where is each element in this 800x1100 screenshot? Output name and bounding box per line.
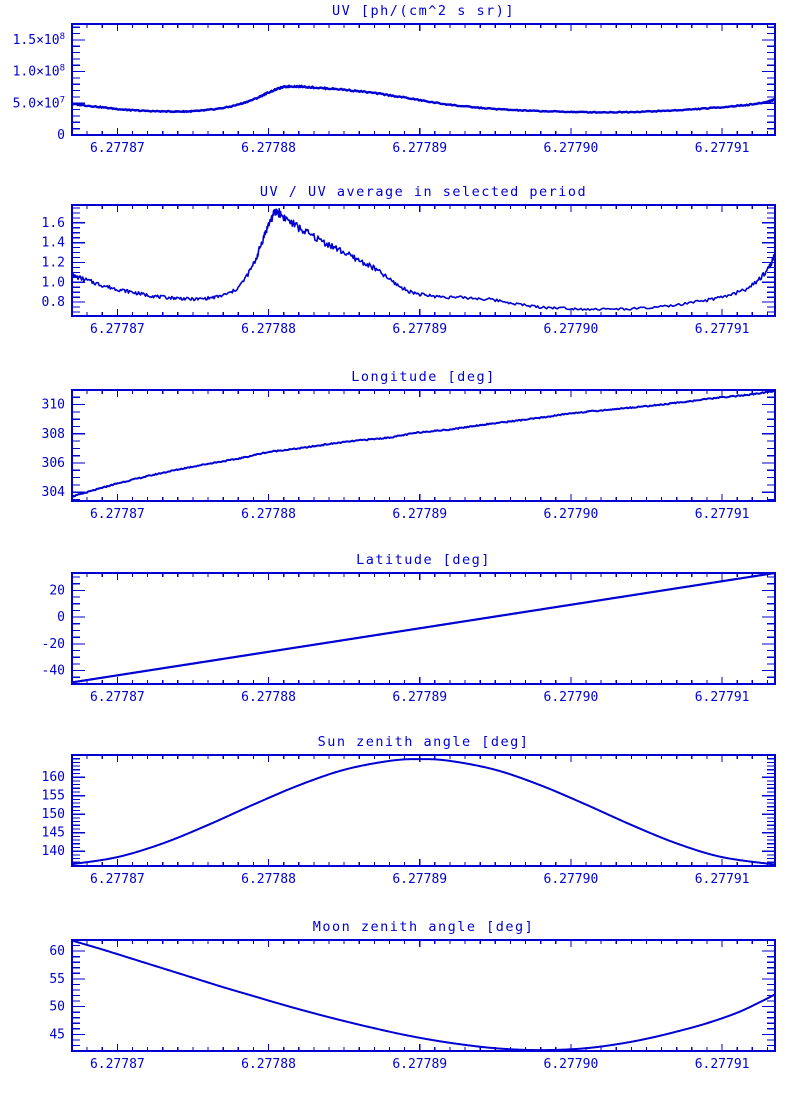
y-tick-label: 1.0×108 bbox=[13, 64, 65, 80]
y-tick-label: 1.4 bbox=[42, 236, 66, 251]
y-tick-label: 155 bbox=[42, 789, 65, 804]
x-tick-label: 6.27789 bbox=[392, 141, 447, 156]
y-tick-label: 5.0×107 bbox=[13, 95, 65, 111]
y-axis bbox=[72, 207, 775, 313]
x-tick-label: 6.27787 bbox=[90, 141, 145, 156]
chart-sun-zenith: Sun zenith angle [deg] 6.27787 6.27788 6.2… bbox=[0, 731, 800, 911]
plot-frame bbox=[71, 23, 776, 136]
chart-moon-zenith: Moon zenith angle [deg] 6.27787 6.27788 6.… bbox=[0, 916, 800, 1096]
x-tick-label: 6.27789 bbox=[392, 322, 447, 337]
x-tick-label: 6.27789 bbox=[392, 690, 447, 705]
y-tick-label: -20 bbox=[42, 637, 65, 652]
x-tick-label: 6.27791 bbox=[695, 872, 750, 887]
uv-plot-canvas: 6.27787 6.27788 6.27789 6.27790 6.27791 0 5.0×… bbox=[13, 23, 776, 156]
x-tick-label: 6.27787 bbox=[90, 507, 145, 522]
y-tick-label: -40 bbox=[42, 664, 65, 679]
x-tick-label: 6.27791 bbox=[695, 141, 750, 156]
x-tick-label: 6.27787 bbox=[90, 690, 145, 705]
y-tick-label: 45 bbox=[49, 1027, 65, 1042]
x-tick-label: 6.27787 bbox=[90, 1057, 145, 1072]
series-line-moon_zenith bbox=[72, 940, 775, 1051]
x-tick-label: 6.27787 bbox=[90, 872, 145, 887]
y-tick-label: 0 bbox=[57, 610, 65, 625]
x-tick-label: 6.27791 bbox=[695, 690, 750, 705]
y-axis bbox=[72, 389, 775, 501]
chart-uv-ratio: UV / UV average in selected period 6.277… bbox=[0, 181, 800, 361]
chart-title-uv: UV [ph/(cm^2 s sr)] bbox=[332, 3, 515, 19]
y-tick-label: 55 bbox=[49, 972, 65, 987]
chart-title-uv-ratio: UV / UV average in selected period bbox=[259, 184, 588, 200]
x-tick-label: 6.27790 bbox=[544, 872, 599, 887]
y-tick-label: 145 bbox=[42, 826, 65, 841]
chart-uv: UV [ph/(cm^2 s sr)] 6.27787 6.27788 6.2778… bbox=[0, 0, 800, 180]
y-tick-label: 1.2 bbox=[42, 255, 65, 270]
x-tick-label: 6.27790 bbox=[544, 1057, 599, 1072]
y-tick-label: 50 bbox=[49, 1000, 65, 1015]
x-tick-label: 6.27790 bbox=[544, 141, 599, 156]
x-tick-label: 6.27788 bbox=[241, 872, 296, 887]
plot-frame bbox=[71, 204, 776, 317]
x-axis bbox=[71, 24, 769, 135]
x-tick-label: 6.27789 bbox=[392, 872, 447, 887]
y-tick-label: 20 bbox=[49, 583, 65, 598]
y-axis bbox=[72, 576, 775, 685]
series-line-uv bbox=[72, 84, 775, 114]
x-axis bbox=[71, 390, 769, 501]
x-axis bbox=[71, 205, 769, 316]
chart-title-latitude: Latitude [deg] bbox=[356, 552, 491, 568]
series-line-sun_zenith bbox=[72, 758, 775, 866]
x-axis bbox=[71, 755, 769, 866]
x-axis bbox=[71, 940, 769, 1051]
y-tick-label: 0.8 bbox=[42, 295, 65, 310]
x-tick-label: 6.27789 bbox=[392, 1057, 447, 1072]
y-tick-label: 60 bbox=[49, 944, 65, 959]
series-line-latitude bbox=[72, 573, 775, 684]
chart-longitude: Longitude [deg] 6.27787 6.27788 6.27789 6.2… bbox=[0, 366, 800, 546]
y-tick-label: 1.5×108 bbox=[13, 32, 65, 48]
y-tick-label: 160 bbox=[42, 770, 65, 785]
x-tick-label: 6.27788 bbox=[241, 507, 296, 522]
chart-latitude: Latitude [deg] 6.27787 6.27788 6.27789 6.27… bbox=[0, 549, 800, 729]
y-tick-label: 310 bbox=[42, 398, 65, 413]
chart-title-sun-zenith: Sun zenith angle [deg] bbox=[317, 734, 530, 750]
x-tick-label: 6.27791 bbox=[695, 322, 750, 337]
y-tick-label: 150 bbox=[42, 807, 65, 822]
plot-frame bbox=[71, 389, 776, 502]
series-line-longitude bbox=[72, 390, 775, 499]
plot-frame bbox=[71, 754, 776, 867]
y-axis bbox=[72, 26, 775, 136]
y-tick-label: 1.6 bbox=[42, 216, 65, 231]
latitude-plot-canvas: 6.27787 6.27788 6.27789 6.27790 6.27791 -40 -2… bbox=[42, 572, 776, 705]
y-tick-label: 308 bbox=[42, 427, 65, 442]
x-tick-label: 6.27789 bbox=[392, 507, 447, 522]
y-tick-label: 140 bbox=[42, 844, 65, 859]
y-axis bbox=[72, 939, 775, 1052]
y-tick-label: 306 bbox=[42, 456, 65, 471]
x-tick-label: 6.27791 bbox=[695, 507, 750, 522]
x-tick-label: 6.27788 bbox=[241, 690, 296, 705]
x-tick-label: 6.27790 bbox=[544, 322, 599, 337]
x-tick-label: 6.27788 bbox=[241, 1057, 296, 1072]
chart-title-longitude: Longitude [deg] bbox=[351, 369, 496, 385]
x-tick-label: 6.27788 bbox=[241, 322, 296, 337]
y-axis bbox=[72, 754, 775, 867]
y-tick-label: 1.0 bbox=[42, 275, 65, 290]
sun-zenith-plot-canvas: 6.27787 6.27788 6.27789 6.27790 6.27791 140 14… bbox=[42, 754, 776, 887]
y-tick-label: 304 bbox=[42, 485, 66, 500]
series-line-uv_ratio bbox=[72, 207, 775, 311]
uv-ratio-plot-canvas: 6.27787 6.27788 6.27789 6.27790 6.27791 0.8 1.… bbox=[42, 204, 776, 337]
y-tick-label: 0 bbox=[57, 128, 65, 143]
x-tick-label: 6.27787 bbox=[90, 322, 145, 337]
x-tick-label: 6.27790 bbox=[544, 507, 599, 522]
moon-zenith-plot-canvas: 6.27787 6.27788 6.27789 6.27790 6.27791 45 50 5… bbox=[49, 939, 776, 1072]
chart-title-moon-zenith: Moon zenith angle [deg] bbox=[312, 919, 535, 935]
plot-frame bbox=[71, 572, 776, 685]
x-tick-label: 6.27791 bbox=[695, 1057, 750, 1072]
x-tick-label: 6.27790 bbox=[544, 690, 599, 705]
x-tick-label: 6.27788 bbox=[241, 141, 296, 156]
longitude-plot-canvas: 6.27787 6.27788 6.27789 6.27790 6.27791 304 30… bbox=[42, 389, 776, 522]
